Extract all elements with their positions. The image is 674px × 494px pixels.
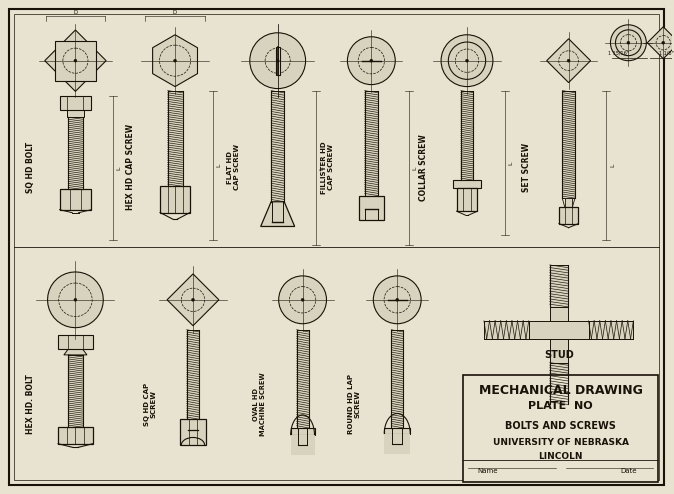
Bar xyxy=(484,321,529,339)
Text: STUD: STUD xyxy=(544,350,574,360)
Bar xyxy=(187,329,200,419)
Text: L: L xyxy=(610,164,615,167)
Text: D: D xyxy=(173,10,177,15)
Polygon shape xyxy=(261,202,295,226)
Bar xyxy=(290,428,315,435)
Bar xyxy=(59,95,91,110)
Polygon shape xyxy=(64,349,87,355)
Bar xyxy=(67,110,84,117)
Circle shape xyxy=(370,59,373,62)
Polygon shape xyxy=(44,30,106,91)
Polygon shape xyxy=(48,272,103,328)
Text: D: D xyxy=(73,10,78,15)
Text: L: L xyxy=(319,166,324,169)
Circle shape xyxy=(373,276,421,324)
Text: SQ HD CAP
SCREW: SQ HD CAP SCREW xyxy=(144,383,156,426)
Bar xyxy=(180,419,206,445)
Text: L: L xyxy=(508,161,514,165)
Bar xyxy=(461,90,473,180)
Bar xyxy=(529,321,588,339)
Text: 1 15/16": 1 15/16" xyxy=(608,50,629,55)
Bar xyxy=(365,90,378,196)
Polygon shape xyxy=(647,27,674,59)
Circle shape xyxy=(74,59,77,62)
Circle shape xyxy=(347,37,395,84)
Circle shape xyxy=(278,276,326,324)
Bar xyxy=(68,355,83,427)
Circle shape xyxy=(174,59,177,62)
Bar xyxy=(58,427,93,444)
Bar xyxy=(588,321,634,339)
Text: ROUND HD LAP
SCREW: ROUND HD LAP SCREW xyxy=(348,374,361,434)
Polygon shape xyxy=(152,35,197,86)
Bar xyxy=(550,363,568,405)
Bar xyxy=(68,117,83,190)
Text: L: L xyxy=(216,164,221,167)
Circle shape xyxy=(441,35,493,86)
Bar xyxy=(276,47,280,75)
Bar xyxy=(391,329,403,428)
Text: SET SCREW: SET SCREW xyxy=(522,143,531,192)
Bar xyxy=(160,186,190,212)
Circle shape xyxy=(466,59,468,62)
Circle shape xyxy=(567,59,570,62)
Bar xyxy=(463,374,658,482)
Bar xyxy=(453,180,481,188)
Bar xyxy=(59,190,91,209)
Circle shape xyxy=(191,298,195,301)
Circle shape xyxy=(276,59,279,62)
Text: SQ HD BOLT: SQ HD BOLT xyxy=(26,142,35,193)
Circle shape xyxy=(250,33,305,88)
Bar xyxy=(359,196,384,220)
Circle shape xyxy=(611,25,646,61)
Bar xyxy=(559,207,578,224)
Text: MECHANICAL DRAWING: MECHANICAL DRAWING xyxy=(479,384,642,397)
Bar xyxy=(58,334,93,349)
Text: PLATE  NO: PLATE NO xyxy=(528,402,593,412)
Text: Name: Name xyxy=(478,468,498,474)
Text: L: L xyxy=(412,166,418,169)
Bar xyxy=(456,188,477,211)
Text: OVAL HD
MACHINE SCREW: OVAL HD MACHINE SCREW xyxy=(253,372,266,436)
Bar xyxy=(550,307,568,363)
Text: Date: Date xyxy=(620,468,637,474)
Bar xyxy=(384,428,410,434)
Text: HEX HD. BOLT: HEX HD. BOLT xyxy=(26,374,35,434)
Circle shape xyxy=(301,298,304,301)
Circle shape xyxy=(396,298,399,301)
Bar xyxy=(565,198,572,207)
Polygon shape xyxy=(167,274,219,326)
Text: FILLISTER HD
CAP SCREW: FILLISTER HD CAP SCREW xyxy=(321,141,334,194)
Text: LINCOLN: LINCOLN xyxy=(539,452,583,461)
Bar xyxy=(384,434,410,454)
Text: COLLAR SCREW: COLLAR SCREW xyxy=(419,134,427,201)
Polygon shape xyxy=(547,39,590,82)
Circle shape xyxy=(74,298,77,301)
Circle shape xyxy=(627,41,630,44)
Bar xyxy=(168,90,183,186)
Text: 1 1/8": 1 1/8" xyxy=(659,50,673,55)
Text: L: L xyxy=(117,166,122,169)
Bar xyxy=(550,265,568,307)
Text: UNIVERSITY OF NEBRASKA: UNIVERSITY OF NEBRASKA xyxy=(493,438,629,447)
Bar xyxy=(290,435,315,455)
Text: BOLTS AND SCREWS: BOLTS AND SCREWS xyxy=(506,421,616,431)
Circle shape xyxy=(662,41,665,44)
Bar xyxy=(271,90,284,202)
Bar xyxy=(562,90,575,198)
Text: FLAT HD
CAP SCREW: FLAT HD CAP SCREW xyxy=(227,144,241,190)
Bar xyxy=(297,329,309,428)
Polygon shape xyxy=(55,41,96,81)
Text: HEX HD CAP SCREW: HEX HD CAP SCREW xyxy=(126,124,135,210)
